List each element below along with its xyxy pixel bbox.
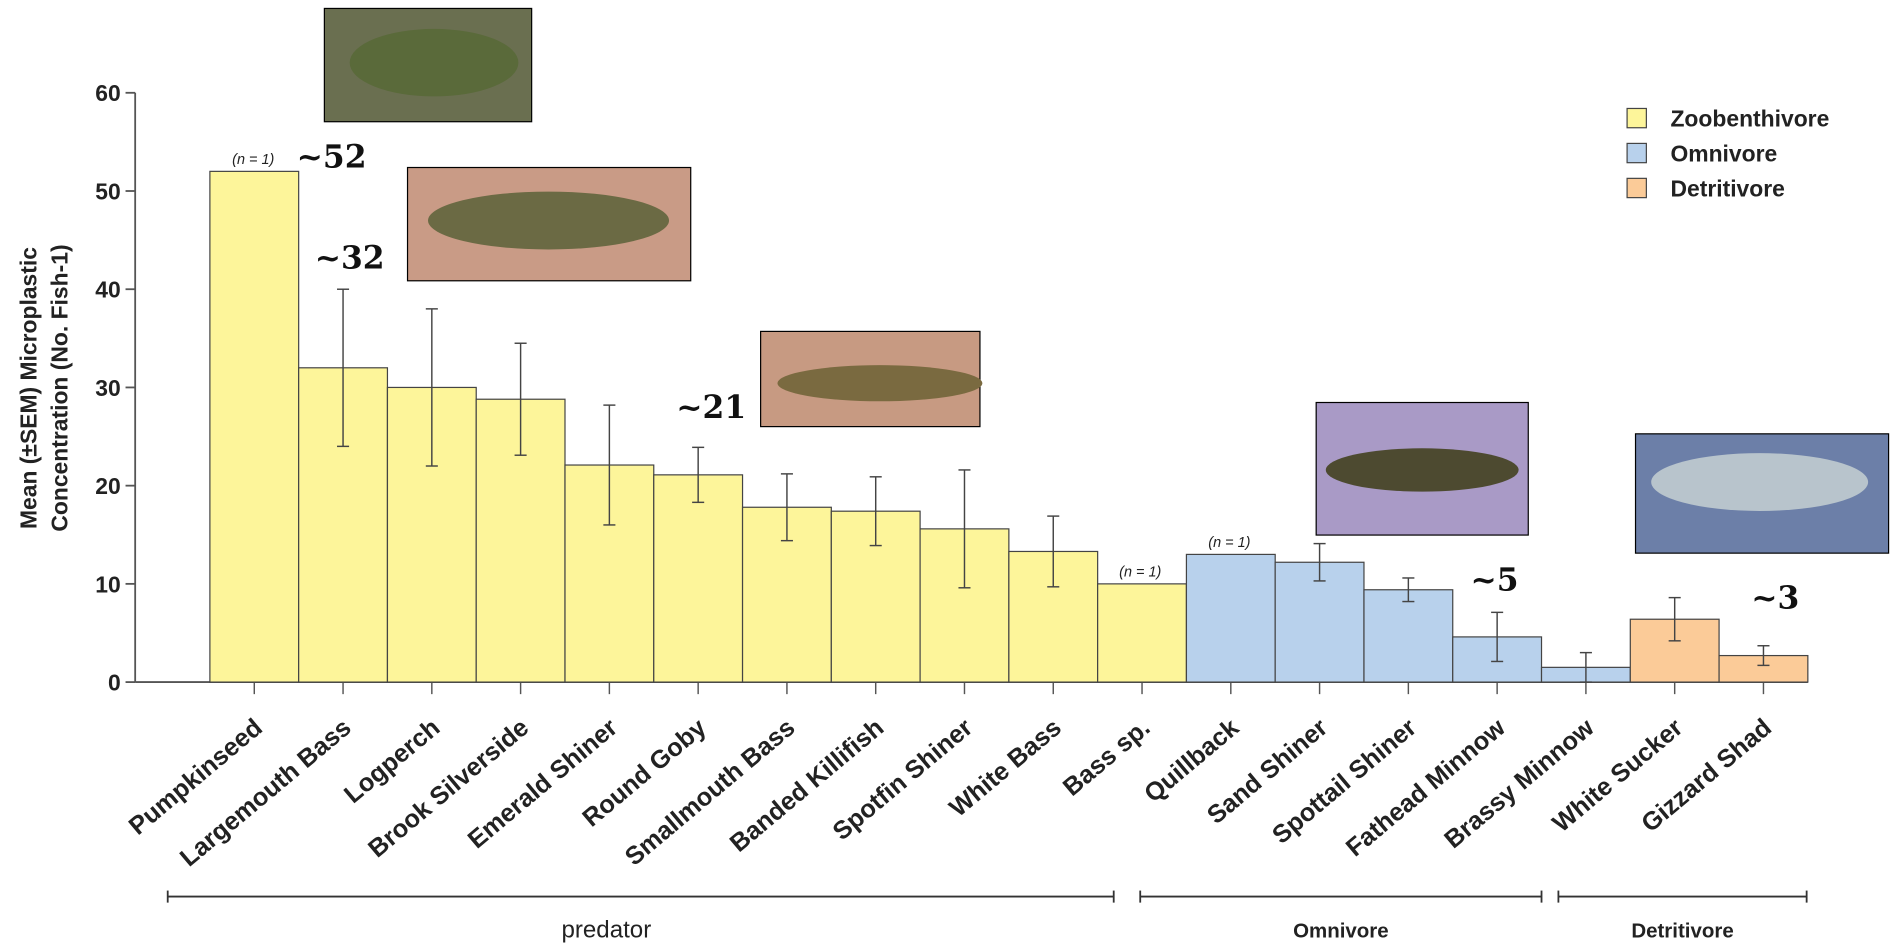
x-tick-label: Largemouth Bass: [175, 713, 357, 872]
annotation: ~5: [1470, 562, 1518, 598]
error-bar: [1047, 515, 1060, 588]
x-tick-label: Emerald Shiner: [463, 713, 623, 854]
error-bar: [1757, 645, 1770, 667]
group-label: Detritivore: [1631, 920, 1733, 943]
bar: [1185, 553, 1276, 683]
y-tick-label: 50: [95, 178, 120, 204]
x-tick-label: Fathead Minnow: [1341, 713, 1511, 862]
fish-shape: [349, 28, 519, 97]
fish-photos: [323, 7, 1890, 554]
y-tick-label: 0: [108, 670, 121, 696]
error-bar: [1491, 611, 1504, 663]
y-tick-label: 40: [95, 277, 120, 303]
legend-label: Zoobenthivore: [1670, 106, 1829, 132]
bar: [1274, 561, 1365, 683]
error-bar: [1668, 596, 1681, 642]
x-tick-label: Brook Silverside: [363, 713, 534, 863]
group-label: predator: [561, 917, 651, 944]
annotation: ~3: [1751, 581, 1799, 617]
y-tick-label: 60: [95, 80, 120, 106]
annotation: ~32: [315, 241, 385, 277]
fish-shape: [428, 191, 670, 250]
n-label: (n = 1): [1208, 535, 1250, 551]
y-tick-label: 10: [95, 571, 120, 597]
y-tick-label: 30: [95, 375, 120, 401]
n-label: (n = 1): [232, 152, 274, 168]
fish-shape: [777, 365, 983, 402]
error-bar: [692, 446, 705, 504]
bar: [1363, 589, 1454, 683]
annotation: ~52: [297, 140, 367, 176]
group-label: Omnivore: [1293, 920, 1389, 943]
error-bar: [1402, 577, 1415, 603]
x-tick-label: Brassy Minnow: [1439, 713, 1599, 854]
x-tick-label: Smallmouth Bass: [620, 713, 801, 871]
error-bar: [869, 476, 882, 547]
legend-label: Omnivore: [1670, 140, 1777, 166]
error-bar: [780, 473, 793, 542]
fish-shape: [1651, 453, 1869, 511]
x-tick-label: Banded Killifish: [725, 713, 889, 857]
error-bar: [603, 404, 616, 526]
n-label: (n = 1): [1119, 565, 1161, 581]
error-bar: [425, 308, 438, 467]
error-bar: [958, 469, 971, 589]
error-bar: [514, 342, 527, 456]
legend-swatch: [1626, 142, 1647, 164]
legend-swatch: [1626, 177, 1647, 199]
error-bar: [1579, 651, 1592, 683]
fish-shape: [1325, 448, 1519, 492]
y-axis-label: Mean (±SEM) Microplastic: [15, 247, 41, 529]
annotation: ~21: [676, 390, 746, 426]
y-axis-label: Concentration (No. Fish-1): [47, 244, 73, 531]
bar: [209, 170, 300, 683]
legend-swatch: [1626, 107, 1647, 129]
error-bar: [1313, 542, 1326, 582]
bar: [1097, 583, 1188, 683]
y-tick-label: 20: [95, 473, 120, 499]
error-bar: [337, 288, 350, 448]
legend-label: Detritivore: [1670, 175, 1784, 201]
bar: [653, 474, 744, 683]
